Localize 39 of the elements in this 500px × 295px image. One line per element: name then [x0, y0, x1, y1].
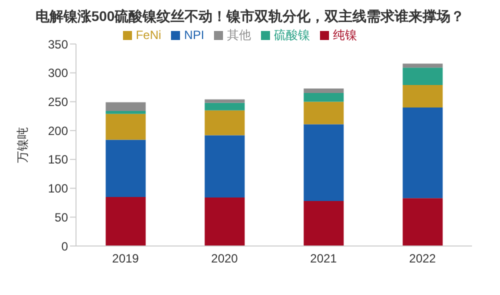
- legend-label: 硫酸镍: [274, 28, 310, 42]
- bar: [304, 93, 344, 102]
- y-tick-label: 150: [48, 152, 68, 167]
- bar: [204, 135, 245, 198]
- bar: [106, 110, 146, 114]
- chart-title: 电解镍涨500硫酸镍纹丝不动！镍市双轨分化，双主线需求谁来撑场？: [34, 8, 466, 25]
- bar: [402, 198, 443, 246]
- bar: [106, 140, 146, 197]
- bar: [204, 102, 245, 110]
- bar: [304, 102, 344, 124]
- bar: [304, 200, 344, 246]
- legend-label: FeNi: [136, 28, 162, 42]
- bar: [402, 84, 443, 108]
- bar: [106, 102, 146, 111]
- bar: [304, 88, 344, 94]
- bar: [402, 68, 443, 85]
- y-tick-label: 100: [48, 182, 68, 196]
- y-tick-label: 200: [48, 124, 68, 138]
- legend-label: NPI: [184, 28, 204, 42]
- x-tick-label: 2022: [409, 252, 436, 266]
- x-tick-label: 2020: [211, 252, 238, 266]
- bar: [304, 124, 344, 201]
- bar: [204, 198, 245, 246]
- x-tick-label: 2021: [310, 252, 338, 266]
- y-axis-title: 万镍吨: [15, 127, 30, 163]
- y-tick-label: 0: [61, 239, 68, 254]
- bar: [204, 99, 245, 103]
- legend-label: 纯镍: [333, 28, 358, 42]
- y-tick-label: 350: [48, 37, 68, 52]
- bar: [402, 64, 443, 68]
- legend-label: 其他: [227, 28, 252, 42]
- bar: [106, 196, 146, 246]
- y-tick-label: 50: [54, 210, 68, 224]
- x-tick-label: 2019: [112, 252, 140, 266]
- y-tick-label: 300: [48, 66, 68, 80]
- y-tick-label: 250: [48, 94, 68, 109]
- bar: [204, 110, 245, 136]
- bar: [402, 107, 443, 198]
- bar: [106, 114, 146, 140]
